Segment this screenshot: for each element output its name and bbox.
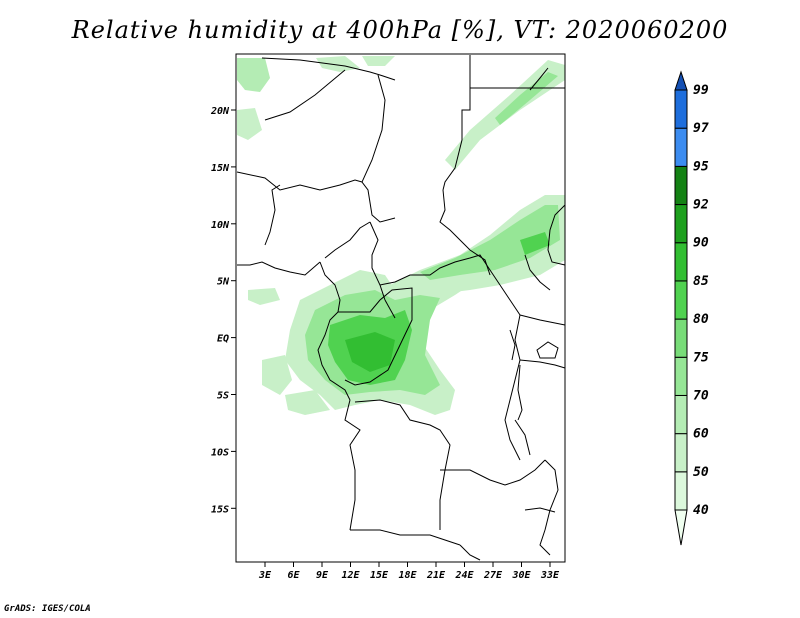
- lon-tick-label: 27E: [483, 570, 503, 581]
- lat-tick-label: 5S: [217, 391, 229, 402]
- colorbar-segment: [674, 394, 688, 435]
- colorbar: 40 50 60 70 75 80 85 90 92 95 97 99: [674, 70, 709, 546]
- lon-tick-label: 9E: [316, 570, 329, 581]
- colorbar-segment: [674, 204, 688, 244]
- lat-tick-label: 10N: [211, 220, 230, 231]
- colorbar-label: 97: [693, 121, 709, 136]
- map-frame: [235, 53, 566, 563]
- latitude-axis: 20N 15N 10N 5N EQ 5S 10S 15S: [210, 106, 236, 515]
- colorbar-segment: [674, 242, 688, 282]
- humidity-shading: [237, 56, 565, 415]
- country-borders: [236, 55, 566, 561]
- lat-tick-label: 5N: [217, 277, 230, 288]
- lon-tick-label: 12E: [341, 570, 360, 581]
- colorbar-segment: [674, 165, 688, 206]
- colorbar-segment: [674, 280, 688, 320]
- lon-tick-label: 18E: [398, 570, 417, 581]
- colorbar-segment: [674, 318, 688, 358]
- lat-tick-label: 10S: [211, 447, 229, 458]
- colorbar-segment: [674, 356, 688, 396]
- colorbar-label: 50: [693, 465, 709, 480]
- lon-tick-label: 15E: [370, 570, 389, 581]
- lon-tick-label: 24E: [454, 570, 474, 581]
- colorbar-segment: [674, 70, 688, 91]
- colorbar-segment: [674, 433, 688, 473]
- colorbar-segment: [674, 89, 688, 129]
- colorbar-label: 70: [693, 388, 709, 403]
- colorbar-label: 75: [693, 350, 709, 365]
- colorbar-label: 40: [693, 503, 709, 518]
- colorbar-segment: [674, 127, 688, 167]
- longitude-axis: 3E 6E 9E 12E 15E 18E 21E 24E 27E 30E 33E: [258, 562, 560, 581]
- colorbar-segment: [674, 471, 688, 511]
- lon-tick-label: 30E: [511, 570, 531, 581]
- lat-tick-label: 15S: [211, 504, 229, 515]
- lat-tick-label: 15N: [211, 163, 230, 174]
- lon-tick-label: 3E: [258, 570, 272, 581]
- lon-tick-label: 6E: [287, 570, 300, 581]
- colorbar-label: 99: [693, 83, 709, 98]
- grads-credit: GrADS: IGES/COLA: [4, 604, 91, 614]
- colorbar-segment: [674, 509, 688, 546]
- colorbar-label: 90: [693, 236, 709, 251]
- colorbar-label: 95: [693, 159, 709, 174]
- lon-tick-label: 21E: [426, 570, 446, 581]
- lon-tick-label: 33E: [540, 570, 560, 581]
- lat-tick-label: EQ: [217, 334, 229, 345]
- colorbar-label: 85: [693, 274, 709, 289]
- colorbar-label: 92: [693, 198, 709, 213]
- colorbar-label: 80: [693, 312, 709, 327]
- colorbar-label: 60: [693, 427, 709, 442]
- lat-tick-label: 20N: [210, 106, 230, 117]
- map-title: Relative humidity at 400hPa [%], VT: 202…: [71, 16, 729, 44]
